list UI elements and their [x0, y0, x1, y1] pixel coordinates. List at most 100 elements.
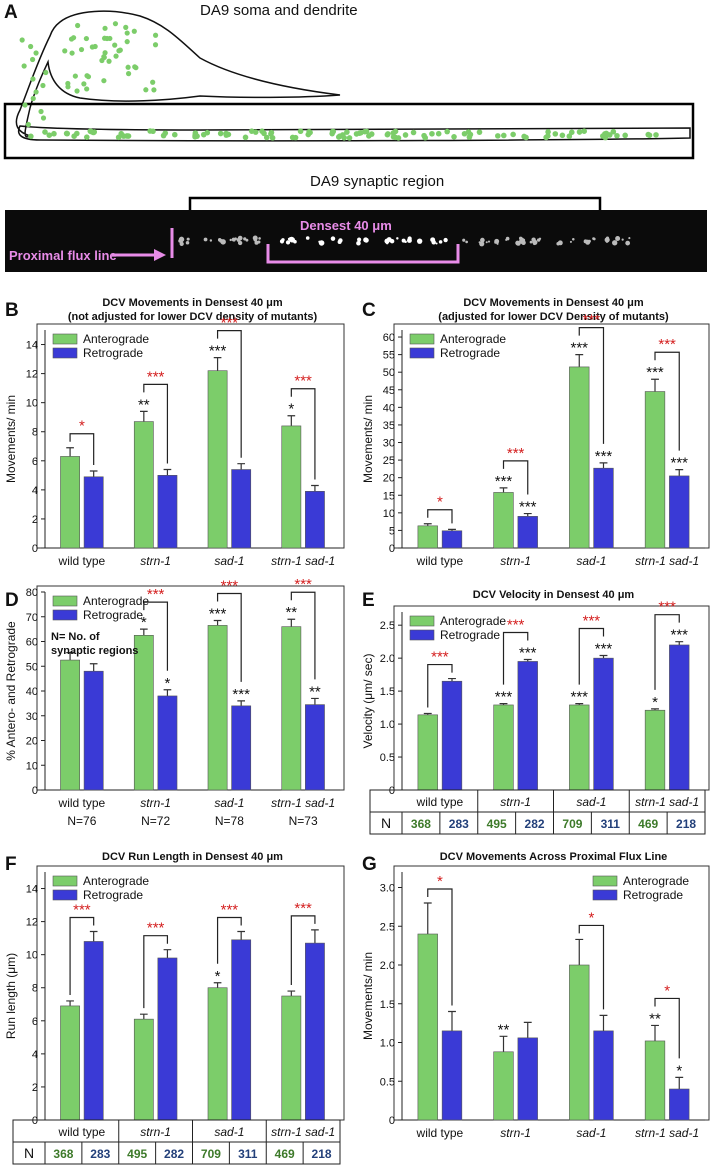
comparison-star: *** [221, 902, 239, 919]
error-bar [448, 1010, 456, 1031]
bar [493, 492, 514, 549]
comparison-bracket [427, 663, 453, 708]
note: N= No. of [51, 631, 100, 643]
synaptic-box [3, 102, 695, 160]
spot [186, 237, 190, 241]
error-bar [237, 700, 246, 706]
y-tick-label: 2 [32, 1082, 38, 1094]
n-value: 709 [562, 817, 582, 831]
spot [330, 236, 336, 241]
legend-label: Anterograde [83, 594, 149, 608]
dcv-dot [545, 129, 551, 135]
category-note: N=73 [289, 814, 318, 828]
dcv-dot [112, 21, 119, 27]
spot [485, 241, 488, 244]
comparison-bracket [143, 383, 169, 464]
x-tick-label: strn-1 [500, 1126, 531, 1140]
error-bar [287, 990, 296, 996]
spot [221, 241, 225, 244]
y-tick-label: 60 [26, 637, 38, 649]
spot [338, 238, 343, 243]
spot [363, 237, 369, 243]
dcv-dot [25, 121, 31, 128]
legend-swatch [409, 333, 435, 345]
y-tick-label: 6 [32, 1016, 38, 1028]
bar [669, 1088, 690, 1121]
dcv-dot [40, 82, 46, 89]
comparison-bracket [427, 888, 453, 1006]
y-tick-label: 50 [26, 661, 38, 673]
spot [625, 240, 631, 246]
y-tick-label: 6 [32, 456, 38, 468]
spot [435, 242, 438, 245]
category-note: N=76 [67, 814, 96, 828]
n-value: 469 [275, 1147, 295, 1161]
bar [644, 1040, 666, 1121]
spot [318, 240, 325, 246]
bar [231, 705, 252, 791]
x-tick-label: strn-1 [140, 554, 171, 568]
error-bar [139, 1013, 148, 1020]
dcv-dot [307, 129, 313, 136]
soma-label: DA9 soma and dendrite [200, 2, 358, 19]
dcv-dot [123, 24, 129, 30]
spot [416, 238, 423, 244]
dcv-dot [125, 71, 132, 77]
spot [538, 237, 542, 241]
x-tick-label: strn-1 sad-1 [271, 796, 335, 810]
significance-star: * [141, 614, 147, 631]
comparison-star: *** [294, 373, 312, 390]
bar [441, 530, 463, 549]
dcv-dot [603, 130, 610, 137]
error-bar [66, 447, 74, 457]
dcv-dot [143, 87, 149, 93]
comparison-star: *** [147, 368, 165, 385]
x-tick-label: strn-1 sad-1 [271, 554, 335, 568]
bar [569, 704, 590, 791]
panel-letter: G [362, 854, 377, 875]
dcv-dot [653, 132, 659, 138]
y-tick-label: 10 [26, 398, 38, 410]
dcv-dot [602, 134, 609, 141]
flux-arrowhead [154, 249, 166, 261]
micrograph-spots [178, 235, 631, 247]
y-tick-label: 40 [26, 686, 38, 698]
bar [133, 1018, 154, 1121]
y-tick-label: 10 [383, 508, 395, 520]
y-tick-label: 0 [389, 1115, 395, 1127]
dcv-dot [29, 56, 36, 63]
dcv-dot [131, 28, 137, 34]
note: synaptic regions [51, 645, 138, 657]
y-tick-label: 50 [383, 367, 395, 379]
comparison-star: * [437, 873, 443, 890]
chart-title: DCV Movements in Densest 40 μm [463, 297, 644, 309]
comparison-star: *** [221, 577, 239, 594]
x-tick-label: strn-1 sad-1 [271, 1125, 335, 1139]
n-value: 368 [53, 1147, 73, 1161]
panel-letter: E [362, 590, 375, 611]
legend-swatch [409, 615, 435, 627]
significance-star: *** [519, 644, 537, 661]
bar [207, 370, 228, 549]
n-value: 282 [525, 817, 545, 831]
dcv-dot [21, 63, 27, 69]
x-tick-label: wild type [416, 795, 464, 809]
chart-subtitle: (adjusted for lower DCV Density of mutan… [438, 311, 669, 323]
error-bar [237, 463, 246, 470]
bar [231, 939, 252, 1121]
dcv-dot [51, 130, 57, 137]
y-tick-label: 2.5 [380, 921, 395, 933]
spot [487, 240, 491, 243]
x-tick-label: sad-1 [576, 795, 606, 809]
y-tick-label: 80 [26, 587, 38, 599]
error-bar [523, 512, 532, 517]
bar [593, 467, 614, 549]
spot [615, 236, 621, 241]
dcv-dot [84, 73, 90, 79]
n-header: N [381, 815, 391, 831]
spot [614, 241, 618, 245]
spot [279, 239, 285, 244]
dcv-dot [124, 39, 130, 45]
significance-star: *** [209, 605, 227, 622]
chart-subtitle: (not adjusted for lower DCV density of m… [68, 311, 318, 323]
